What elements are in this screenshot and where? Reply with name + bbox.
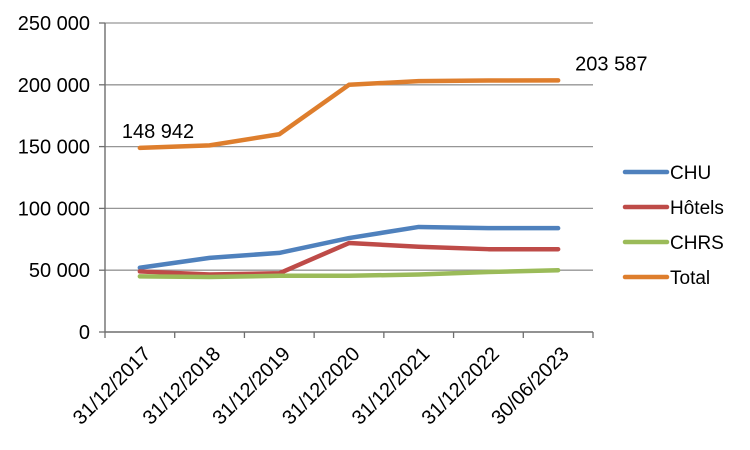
y-axis-tick-label: 200 000	[18, 75, 90, 97]
series-line-chu	[137, 224, 561, 270]
legend-item-chu: CHU	[622, 163, 711, 184]
series-line-chrs	[137, 267, 561, 280]
y-axis-tick-label: 150 000	[18, 137, 90, 159]
legend-label-chrs: CHRS	[670, 233, 724, 254]
series-line-total	[137, 78, 561, 151]
legend-item-total: Total	[622, 268, 710, 289]
y-axis-tick-label: 100 000	[18, 198, 90, 220]
data-label-total-6: 203 587	[575, 53, 647, 75]
legend-label-chu: CHU	[670, 163, 711, 184]
legend-item-chrs: CHRS	[622, 233, 724, 254]
y-axis-tick-label: 50 000	[29, 260, 90, 282]
legend-item-hotels: Hôtels	[622, 198, 724, 219]
data-label-total-0: 148 942	[122, 121, 194, 143]
y-axis-tick-label: 0	[79, 322, 90, 344]
legend-label-total: Total	[670, 268, 710, 289]
legend-label-hotels: Hôtels	[670, 198, 724, 219]
series-line-hotels	[137, 240, 561, 277]
y-axis-tick-label: 250 000	[18, 13, 90, 35]
